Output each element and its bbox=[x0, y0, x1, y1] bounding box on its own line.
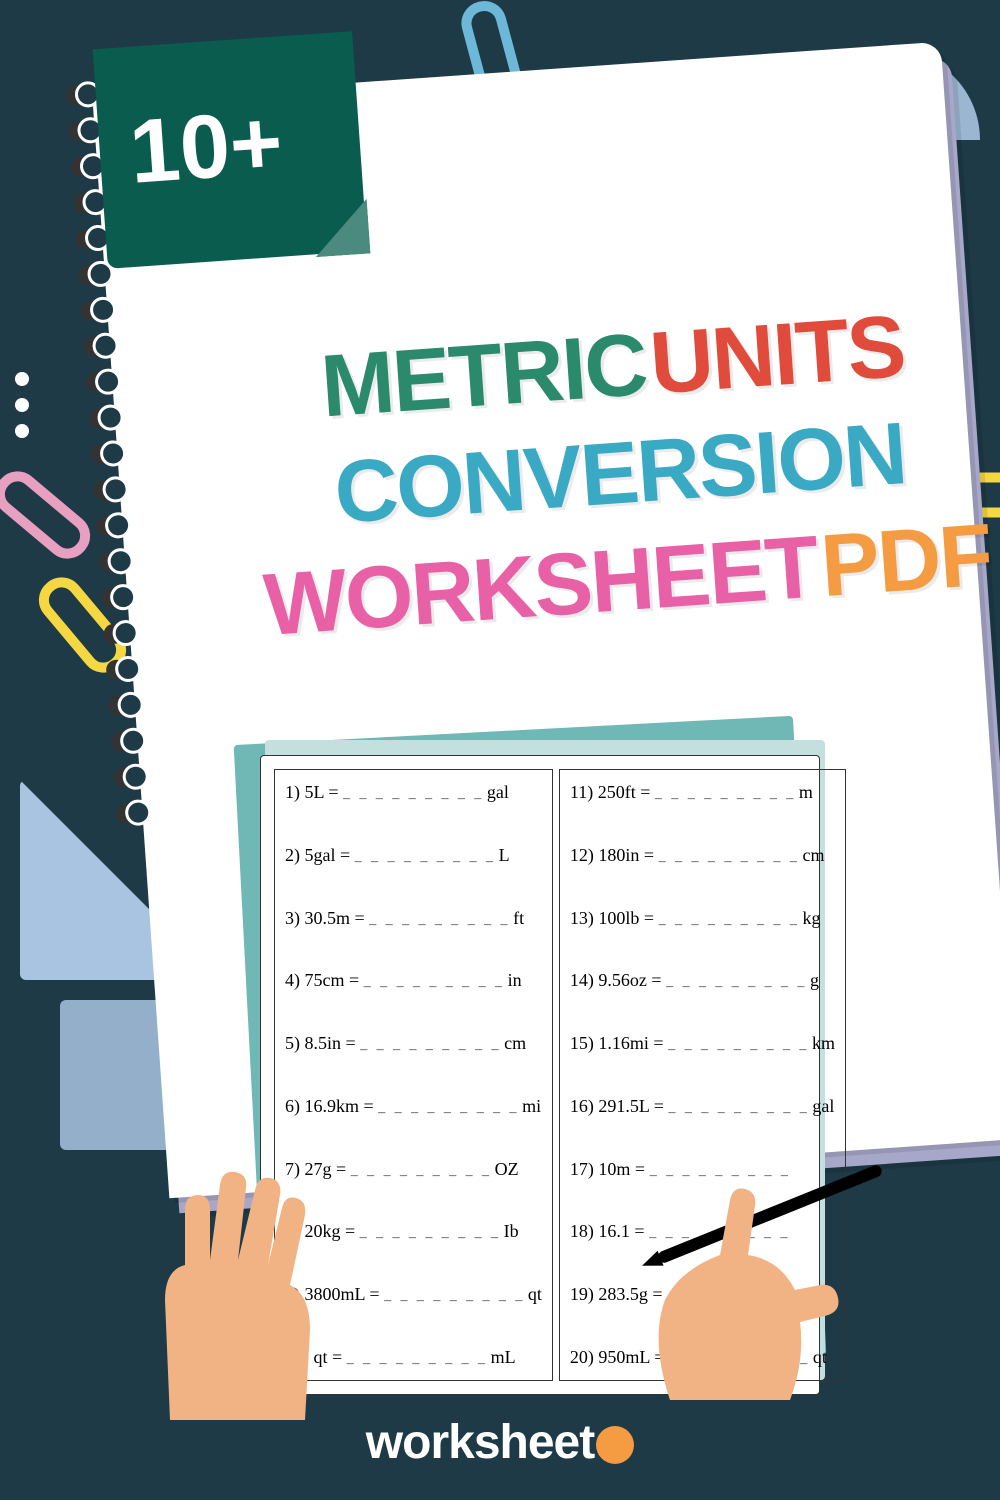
title-word: PDF bbox=[818, 504, 994, 615]
worksheet-row: 1) 5L = _ _ _ _ _ _ _ _ _ gal bbox=[285, 782, 542, 803]
badge-text: 10+ bbox=[93, 31, 367, 262]
title-word: UNITS bbox=[647, 296, 907, 412]
footer-text: worksheet bbox=[366, 1416, 594, 1469]
worksheet-row: 16) 291.5L = _ _ _ _ _ _ _ _ _ gal bbox=[570, 1096, 835, 1117]
worksheet-row: 13) 100lb = _ _ _ _ _ _ _ _ _ kg bbox=[570, 908, 835, 929]
worksheet-row: 3) 30.5m = _ _ _ _ _ _ _ _ _ ft bbox=[285, 908, 542, 929]
hand-right-icon bbox=[630, 1140, 850, 1400]
worksheet-row: 11) 250ft = _ _ _ _ _ _ _ _ _ m bbox=[570, 782, 835, 803]
worksheet-row: 5) 8.5in = _ _ _ _ _ _ _ _ _ cm bbox=[285, 1033, 542, 1054]
decoration-dots bbox=[15, 360, 29, 450]
worksheet-row: 14) 9.56oz = _ _ _ _ _ _ _ _ _ g bbox=[570, 970, 835, 991]
worksheet-row: 2) 5gal = _ _ _ _ _ _ _ _ _ L bbox=[285, 845, 542, 866]
worksheet-row: 15) 1.16mi = _ _ _ _ _ _ _ _ _ km bbox=[570, 1033, 835, 1054]
worksheet-row: 4) 75cm = _ _ _ _ _ _ _ _ _ in bbox=[285, 970, 542, 991]
main-title: METRIC UNITS CONVERSION WORKSHEET PDF bbox=[235, 284, 1000, 662]
worksheet-row: 6) 16.9km = _ _ _ _ _ _ _ _ _ mi bbox=[285, 1096, 542, 1117]
hand-left-icon bbox=[110, 1140, 340, 1420]
footer-logo: worksheet bbox=[0, 1415, 1000, 1470]
bulb-icon bbox=[596, 1426, 634, 1464]
count-badge: 10+ bbox=[93, 31, 368, 269]
title-word: METRIC bbox=[318, 314, 649, 435]
worksheet-row: 12) 180in = _ _ _ _ _ _ _ _ _ cm bbox=[570, 845, 835, 866]
